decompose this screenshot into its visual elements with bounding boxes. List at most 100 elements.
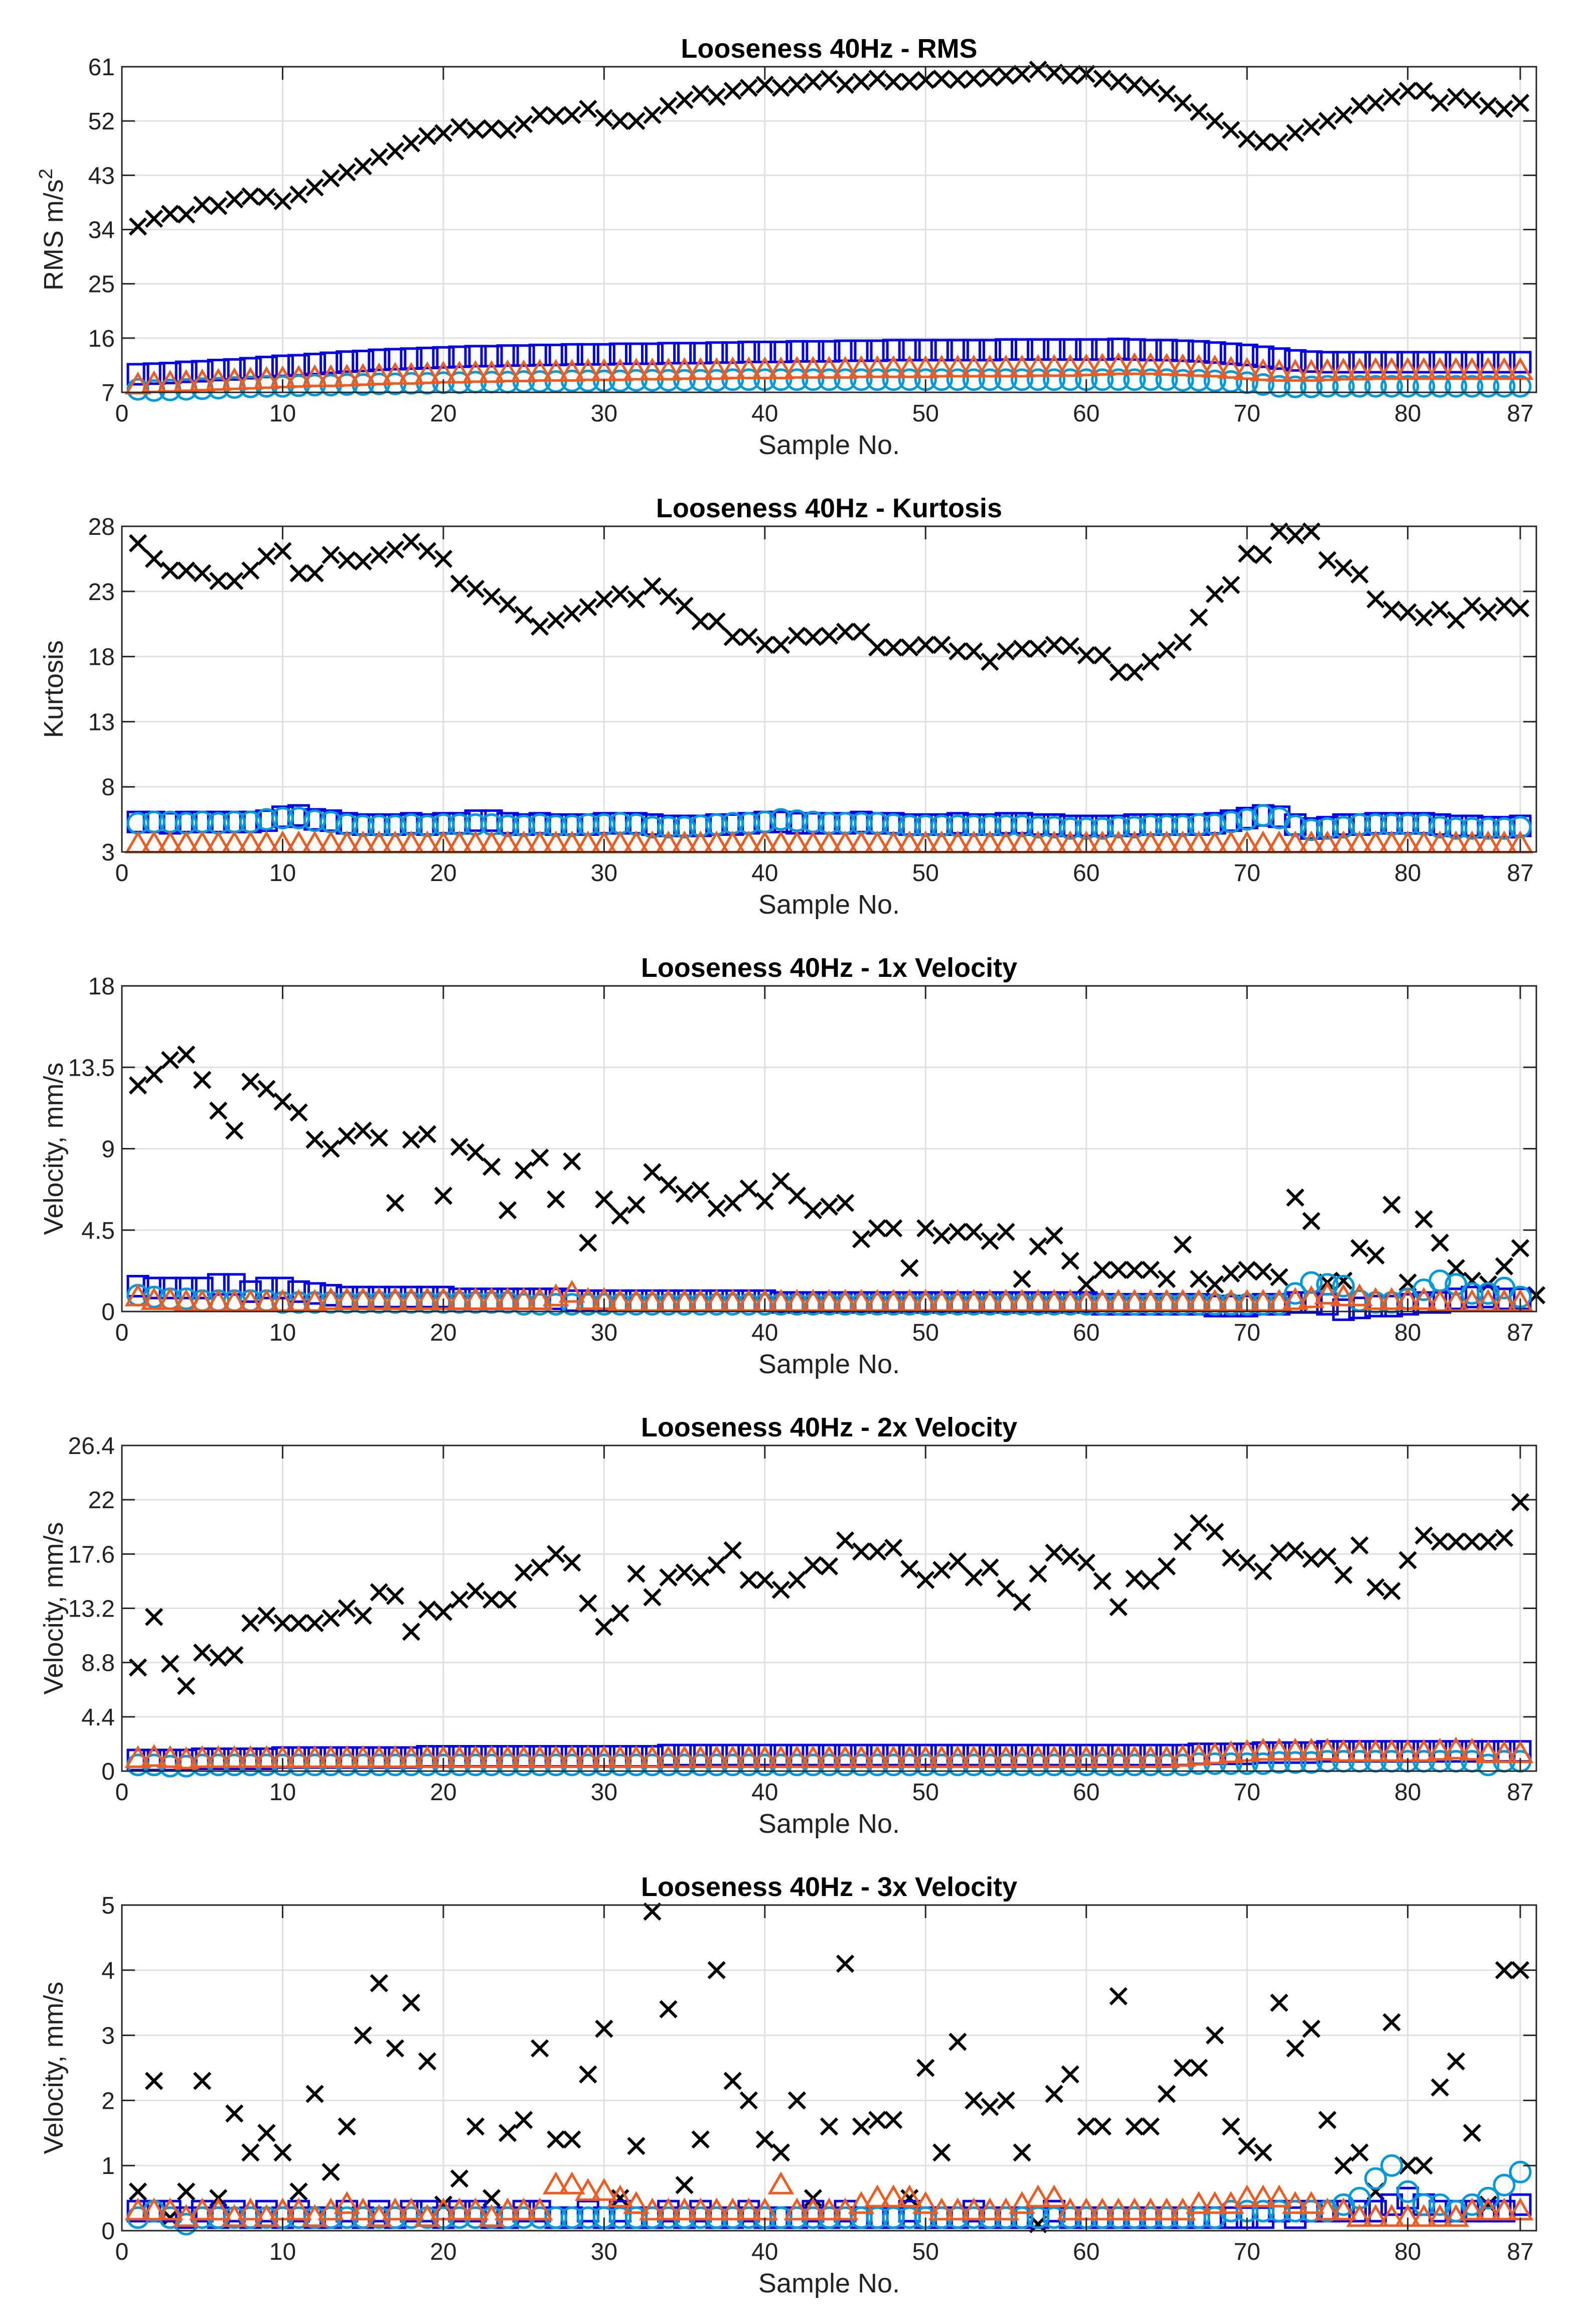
data-point-cross bbox=[739, 2091, 758, 2110]
data-point-cross bbox=[418, 127, 436, 146]
data-point-cross bbox=[1141, 2117, 1160, 2136]
data-point-cross bbox=[707, 612, 726, 631]
data-point-circle bbox=[1461, 375, 1484, 398]
data-point-cross bbox=[1270, 133, 1289, 152]
data-point-cross bbox=[723, 628, 742, 646]
data-point-cross bbox=[997, 2091, 1015, 2110]
data-point-cross bbox=[787, 626, 807, 645]
data-point-cross bbox=[531, 617, 549, 636]
data-point-square bbox=[576, 343, 599, 366]
data-point-cross bbox=[916, 1219, 935, 1238]
data-point-cross bbox=[241, 2143, 260, 2162]
data-point-cross bbox=[209, 571, 228, 591]
data-point-triangle bbox=[735, 2198, 762, 2221]
data-point-triangle bbox=[671, 1745, 698, 1768]
data-point-cross bbox=[1238, 544, 1256, 563]
x-tick-label: 10 bbox=[269, 1779, 296, 1806]
chart-panel-5: 0 10 20 30 40 50 60 70 80 87 0 1 2 3 4 5 Looseness 40Hz … bbox=[39, 1872, 1537, 2298]
data-point-triangle bbox=[607, 358, 633, 381]
data-point-cross bbox=[916, 1570, 935, 1589]
data-point-cross bbox=[1045, 1543, 1063, 1562]
data-point-cross bbox=[1431, 93, 1449, 112]
data-point-cross bbox=[370, 148, 388, 167]
data-point-cross bbox=[1302, 1550, 1321, 1568]
y-tick-label: 2 bbox=[101, 2088, 115, 2114]
data-point-triangle bbox=[623, 1745, 650, 1768]
data-point-cross bbox=[643, 106, 662, 124]
data-point-cross bbox=[1431, 1532, 1449, 1551]
data-point-triangle bbox=[767, 1288, 795, 1312]
data-point-square bbox=[657, 342, 680, 365]
data-point-triangle bbox=[848, 1288, 875, 1312]
data-point-cross bbox=[691, 612, 710, 631]
data-point-cross bbox=[675, 90, 694, 109]
y-tick-label: 16 bbox=[88, 326, 115, 352]
data-point-cross bbox=[948, 1223, 967, 1241]
data-point-triangle bbox=[928, 354, 955, 378]
data-point-cross bbox=[466, 1581, 485, 1601]
data-point-cross bbox=[193, 1071, 212, 1089]
x-tick-label: 87 bbox=[1507, 860, 1533, 887]
data-point-cross bbox=[707, 1961, 726, 1979]
data-point-circle bbox=[255, 808, 278, 831]
data-point-cross bbox=[1447, 611, 1465, 630]
data-point-cross bbox=[579, 1233, 597, 1252]
data-point-cross bbox=[498, 1201, 517, 1220]
data-point-cross bbox=[965, 1568, 983, 1587]
data-point-cross bbox=[916, 71, 935, 89]
data-point-circle bbox=[1251, 373, 1275, 396]
data-point-circle bbox=[1059, 817, 1082, 840]
data-point-triangle bbox=[1475, 1740, 1502, 1764]
data-point-cross bbox=[1205, 585, 1224, 604]
data-point-cross bbox=[1029, 60, 1047, 79]
data-point-circle bbox=[1396, 2180, 1419, 2203]
data-point-triangle bbox=[1153, 2198, 1180, 2221]
data-point-cross bbox=[1109, 72, 1128, 91]
data-point-circle bbox=[512, 814, 535, 837]
data-point-cross bbox=[418, 542, 436, 560]
data-point-cross bbox=[1093, 1260, 1112, 1279]
data-point-triangle bbox=[1217, 356, 1244, 379]
data-point-cross bbox=[322, 169, 340, 188]
data-point-cross bbox=[1157, 641, 1176, 659]
data-point-cross bbox=[1511, 93, 1530, 112]
data-point-square bbox=[528, 343, 551, 366]
data-point-triangle bbox=[446, 1287, 473, 1310]
data-point-cross bbox=[932, 1226, 951, 1245]
data-point-triangle bbox=[655, 1745, 682, 1768]
data-point-square bbox=[1364, 351, 1387, 374]
data-point-triangle bbox=[510, 1745, 537, 1768]
data-point-cross bbox=[900, 638, 919, 657]
data-point-cross bbox=[852, 623, 871, 641]
data-point-triangle bbox=[350, 1745, 377, 1768]
data-point-triangle bbox=[896, 1745, 923, 1768]
x-tick-label: 80 bbox=[1394, 860, 1421, 887]
data-point-cross bbox=[659, 2000, 678, 2018]
data-point-cross bbox=[1109, 663, 1128, 681]
data-point-square bbox=[1043, 338, 1066, 361]
data-point-circle bbox=[1059, 368, 1082, 391]
data-point-circle bbox=[1332, 1275, 1355, 1298]
data-point-cross bbox=[434, 124, 453, 142]
data-point-cross bbox=[820, 1197, 839, 1216]
data-point-cross bbox=[386, 540, 404, 559]
data-point-circle bbox=[1284, 1751, 1307, 1774]
y-tick-label: 52 bbox=[88, 108, 115, 135]
data-point-cross bbox=[595, 109, 613, 127]
y-tick-label: 61 bbox=[88, 54, 115, 81]
chart-title: Looseness 40Hz - 2x Velocity bbox=[641, 1412, 1017, 1442]
data-point-triangle bbox=[301, 364, 328, 387]
x-axis-label: Sample No. bbox=[758, 1349, 900, 1379]
data-point-triangle bbox=[1153, 1288, 1180, 1312]
data-point-cross bbox=[884, 638, 903, 657]
y-tick-label: 28 bbox=[88, 514, 115, 540]
data-point-cross bbox=[820, 626, 839, 645]
data-point-cross bbox=[1318, 2111, 1337, 2129]
data-point-triangle bbox=[864, 1288, 891, 1312]
data-point-triangle bbox=[993, 354, 1019, 378]
data-point-triangle bbox=[1314, 358, 1341, 381]
y-tick-label: 25 bbox=[88, 271, 115, 298]
data-point-circle bbox=[1300, 375, 1323, 398]
data-point-cross bbox=[450, 1590, 469, 1609]
data-point-cross bbox=[852, 1230, 871, 1248]
